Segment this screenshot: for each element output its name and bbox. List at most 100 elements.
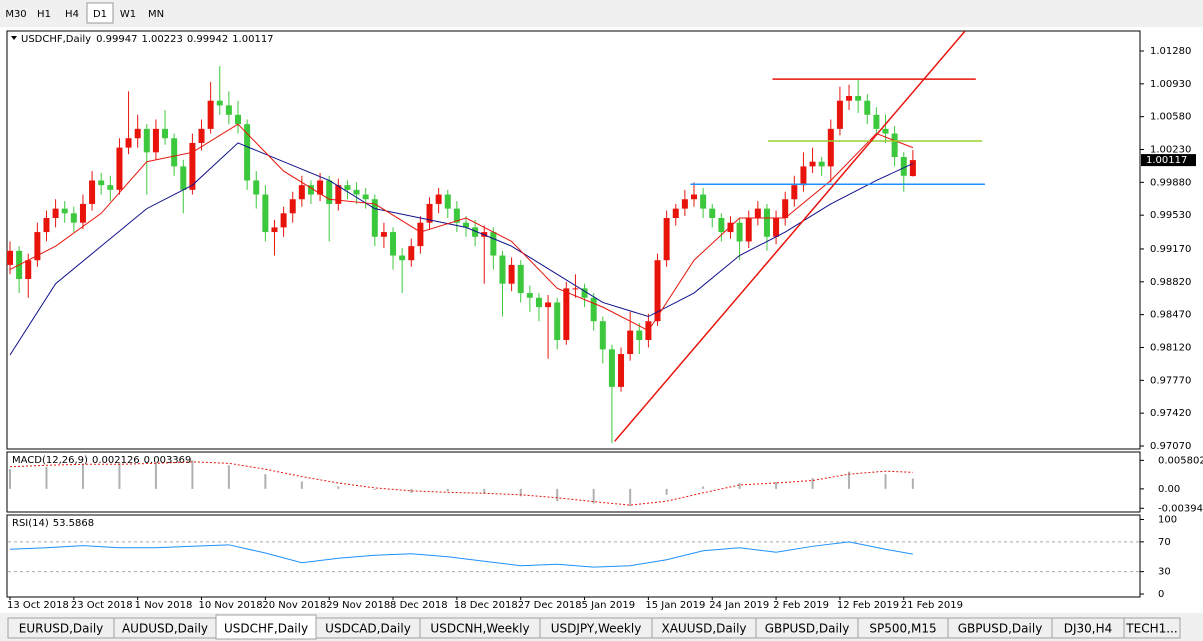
rsi-tick-label: 100	[1158, 514, 1177, 525]
timeframe-label[interactable]: D1	[93, 9, 107, 20]
timeframe-button[interactable]	[143, 3, 169, 23]
chart-tab[interactable]	[1123, 617, 1181, 639]
y-tick-label: 1.00230	[1150, 145, 1191, 156]
candle-body	[353, 189, 360, 195]
chart-tab-label[interactable]: GBPUSD,Daily	[958, 622, 1043, 636]
candle-body	[709, 208, 716, 218]
y-tick-label: 0.99880	[1150, 177, 1191, 188]
candle-body	[444, 194, 451, 209]
chart-tab-label[interactable]: USDCHF,Daily	[224, 622, 308, 636]
candle-body	[207, 100, 214, 129]
timeframe-label[interactable]: W1	[120, 9, 136, 20]
chart-tab-label[interactable]: USDJPY,Weekly	[551, 622, 642, 636]
candle-body	[152, 128, 159, 153]
candle-body	[900, 157, 907, 176]
chart-tab-label[interactable]: XAUUSD,Daily	[661, 622, 746, 636]
chart-tab-label[interactable]: USDCNH,Weekly	[430, 622, 529, 636]
candle-body	[636, 330, 643, 340]
candle-body	[818, 161, 825, 167]
candle-body	[52, 208, 59, 218]
candle-body	[554, 302, 561, 340]
timeframe-button[interactable]	[115, 3, 141, 23]
candle-body	[262, 194, 269, 233]
chart-tab-label[interactable]: GBPUSD,Daily	[765, 622, 850, 636]
x-tick-label: 24 Jan 2019	[709, 600, 769, 611]
chart-tab[interactable]	[215, 614, 317, 640]
candle-body	[882, 128, 889, 134]
candle-body	[472, 227, 479, 237]
candle-body	[198, 128, 205, 143]
candle-body	[134, 128, 141, 139]
chart-tab-label[interactable]: TECH1...	[1125, 622, 1177, 636]
candle-body	[362, 194, 369, 200]
chart-tab-label[interactable]: EURUSD,Daily	[19, 622, 104, 636]
timeframe-label[interactable]: M30	[5, 9, 26, 20]
candle-body	[654, 260, 661, 322]
candle-body	[846, 96, 853, 101]
y-tick-label: 1.00580	[1150, 112, 1191, 123]
candle-body	[162, 128, 169, 139]
rsi-tick-label: 0	[1158, 589, 1164, 600]
timeframe-label[interactable]: MN	[148, 9, 164, 20]
macd-tick-label: 0.005802	[1158, 455, 1203, 466]
rsi-line	[9, 541, 913, 568]
candle-body	[426, 203, 433, 223]
candle-body	[736, 222, 743, 242]
timeframe-label[interactable]: H4	[65, 9, 79, 20]
chart-header: USDCHF,Daily 0.99947 1.00223 0.99942 1.00117	[21, 34, 274, 45]
candle-body	[25, 260, 32, 279]
candle-body	[435, 194, 442, 204]
collapse-icon	[11, 36, 17, 40]
timeframe-button[interactable]	[31, 3, 57, 23]
candle-body	[7, 250, 13, 265]
candle-body	[909, 160, 916, 177]
candle-body	[453, 208, 460, 223]
candle-body	[216, 100, 223, 106]
signal-value: 0.003369	[144, 455, 192, 466]
candle-body	[773, 217, 780, 237]
candle-body	[627, 330, 634, 355]
candle-body	[371, 199, 378, 237]
candle-body	[143, 128, 150, 153]
candle-body	[98, 180, 105, 186]
macd-header: MACD(12,26,9) 0.002126 0.003369	[12, 455, 191, 466]
candle-body	[809, 161, 816, 167]
chart-tab-label[interactable]: SP500,M15	[869, 622, 936, 636]
x-tick-label: 21 Feb 2019	[901, 600, 963, 611]
candle-body	[335, 185, 342, 204]
candle-body	[864, 100, 871, 115]
rsi-title: RSI(14)	[12, 518, 49, 529]
timeframe-button[interactable]	[86, 2, 114, 24]
rsi-tick-label: 70	[1158, 537, 1171, 548]
candle-body	[61, 208, 68, 214]
candle-body	[581, 288, 588, 298]
y-tick-label: 0.97770	[1150, 375, 1191, 386]
chart-tab-label[interactable]: DJ30,H4	[1064, 622, 1113, 636]
symbol: USDCHF,Daily	[21, 34, 91, 45]
macd-title: MACD(12,26,9)	[12, 455, 88, 466]
macd-tick-label: 0.00	[1158, 484, 1180, 495]
main-chart-frame	[6, 30, 1141, 450]
toolbar	[0, 0, 1203, 27]
y-tick-label: 0.97420	[1150, 408, 1191, 419]
timeframe-button[interactable]	[3, 3, 29, 23]
candle-body	[535, 297, 542, 308]
candle-body	[70, 213, 77, 223]
candle-body	[490, 232, 497, 256]
timeframe-label[interactable]: H1	[37, 9, 51, 20]
candle-body	[225, 105, 232, 115]
candle-body	[499, 255, 506, 284]
candle-body	[791, 185, 798, 200]
candle-body	[171, 138, 178, 167]
candle-body	[43, 217, 50, 233]
close: 1.00117	[232, 34, 273, 45]
candle-body	[125, 138, 132, 148]
candle-body	[563, 288, 570, 340]
chart-tab-label[interactable]: USDCAD,Daily	[325, 622, 411, 636]
candle-body	[681, 199, 688, 209]
chart-tab-label[interactable]: AUDUSD,Daily	[122, 622, 208, 636]
x-tick-label: 13 Oct 2018	[7, 600, 69, 611]
candle-body	[317, 180, 324, 195]
candle-body	[745, 217, 752, 242]
timeframe-button[interactable]	[59, 3, 85, 23]
